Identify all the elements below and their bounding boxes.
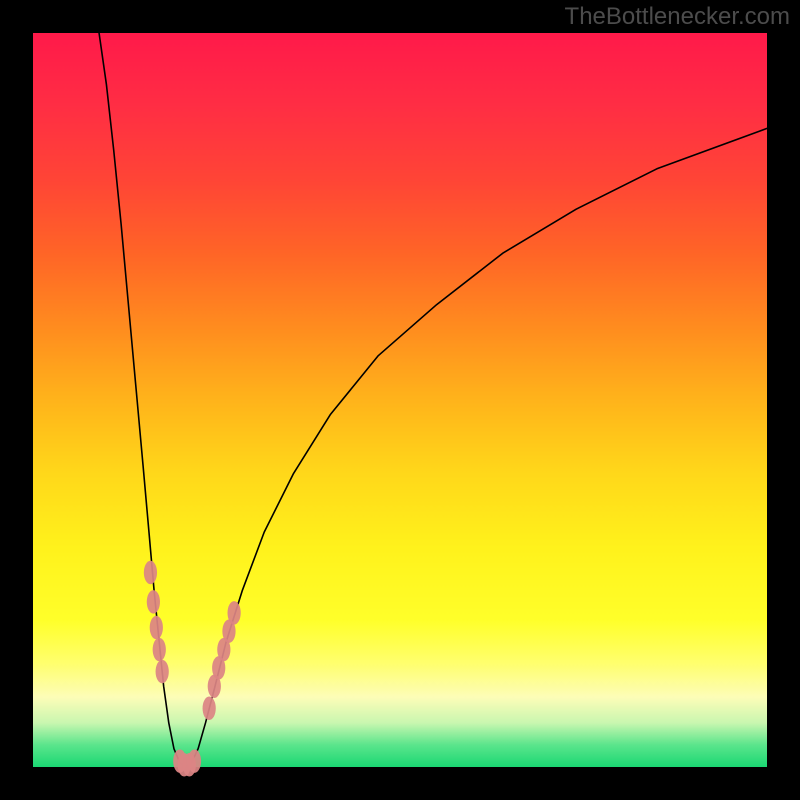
data-point-marker [228, 601, 241, 624]
data-point-marker [203, 697, 216, 720]
figure-root: TheBottlenecker.com [0, 0, 800, 800]
data-point-marker [156, 660, 169, 683]
attribution-label: TheBottlenecker.com [565, 3, 790, 31]
data-point-marker [150, 616, 163, 639]
plot-area [33, 33, 767, 767]
data-point-marker [153, 638, 166, 661]
curve-overlay [33, 33, 767, 767]
bottleneck-curve [99, 33, 767, 767]
data-point-marker [144, 561, 157, 584]
data-point-marker [147, 590, 160, 613]
data-point-marker [188, 749, 201, 772]
